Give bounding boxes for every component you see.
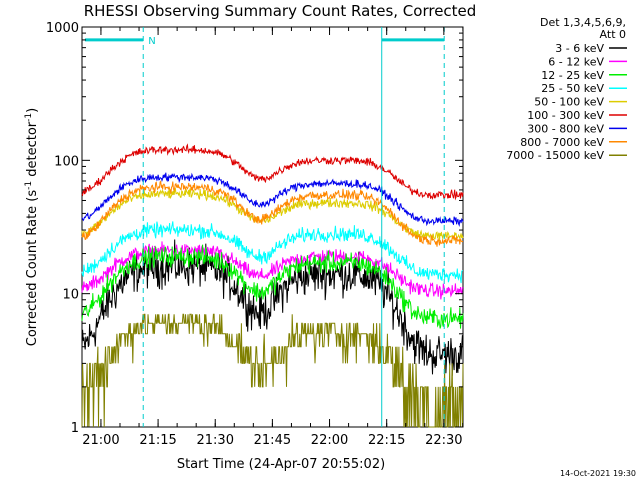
x-tick-label: 22:30 xyxy=(425,433,462,448)
chart-title: RHESSI Observing Summary Count Rates, Co… xyxy=(84,2,477,20)
legend-header-line2: Att 0 xyxy=(600,28,626,41)
legend-entry-label: 300 - 800 keV xyxy=(527,122,604,135)
y-tick-label: 100 xyxy=(54,154,79,169)
y-axis-label: Corrected Count Rate (s-1 detector-1) xyxy=(24,108,40,346)
series-line xyxy=(81,143,464,201)
series-line xyxy=(81,244,464,329)
x-tick-label: 21:30 xyxy=(197,433,234,448)
x-axis-label: Start Time (24-Apr-07 20:55:02) xyxy=(177,457,385,472)
legend-entry-label: 800 - 7000 keV xyxy=(520,136,604,149)
x-tick-label: 22:15 xyxy=(368,433,405,448)
series-line xyxy=(81,241,464,300)
x-tick-label: 21:00 xyxy=(82,433,119,448)
series-line xyxy=(81,172,464,228)
series-line xyxy=(81,180,463,247)
x-tick-label: 21:45 xyxy=(254,433,291,448)
x-tick-label: 22:00 xyxy=(311,433,348,448)
interval-label: N xyxy=(148,36,155,47)
tick-layer: 21:00 21:15 21:30 21:45 22:00 22:15 22:30 1 10 10… xyxy=(46,21,464,448)
legend-entry-label: 25 - 50 keV xyxy=(541,82,604,95)
x-tick-label: 21:15 xyxy=(139,433,176,448)
marker-layer: N xyxy=(84,27,445,427)
legend-entry-label: 7000 - 15000 keV xyxy=(506,149,604,162)
series-line xyxy=(81,313,464,428)
series-layer xyxy=(81,143,464,428)
legend-entry-label: 12 - 25 keV xyxy=(541,69,604,82)
generation-timestamp: 14-Oct-2021 19:30 xyxy=(560,469,636,478)
y-tick-label: 1000 xyxy=(46,21,79,36)
legend-entry-label: 50 - 100 keV xyxy=(534,96,604,109)
y-tick-label: 10 xyxy=(62,288,79,303)
series-line xyxy=(81,221,464,284)
legend-entry-label: 100 - 300 keV xyxy=(527,109,604,122)
legend-entry-label: 3 - 6 keV xyxy=(555,42,604,55)
legend-header-line1: Det 1,3,4,5,6,9, xyxy=(540,16,626,29)
legend-entry-label: 6 - 12 keV xyxy=(548,55,604,68)
y-tick-label: 1 xyxy=(71,421,79,436)
